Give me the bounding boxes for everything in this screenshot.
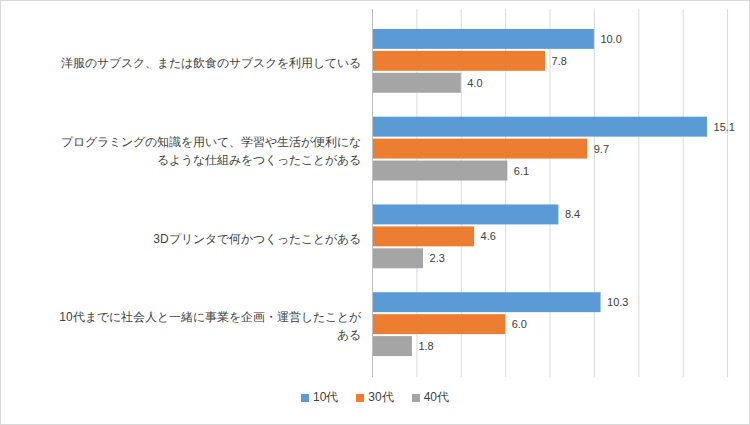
- svg-text:1.8: 1.8: [418, 340, 433, 352]
- svg-text:15.1: 15.1: [714, 121, 735, 133]
- html-text:10代: 10代: [313, 390, 339, 404]
- svg-text:9.7: 9.7: [594, 143, 609, 155]
- svg-text:4.6: 4.6: [481, 230, 496, 242]
- svg-text:3Dプリンタで何かつくったことがある: 3Dプリンタで何かつくったことがある: [153, 232, 360, 246]
- svg-text:2.3: 2.3: [430, 252, 445, 264]
- svg-text:8.4: 8.4: [565, 208, 580, 220]
- svg-text:6.0: 6.0: [512, 318, 527, 330]
- svg-text:4.0: 4.0: [467, 77, 482, 89]
- svg-text:洋服のサブスク、または飲食のサブスクを利用している: 洋服のサブスク、または飲食のサブスクを利用している: [61, 56, 361, 70]
- html-text:40代: 40代: [423, 390, 449, 404]
- svg-text:プログラミングの知識を用いて、学習や生活が便利になるような仕: プログラミングの知識を用いて、学習や生活が便利になるような仕組みをつくったことが…: [61, 135, 361, 167]
- svg-text:10.3: 10.3: [607, 296, 628, 308]
- svg-text:10代までに社会人と一緒に事業を企画・運営したことがある: 10代までに社会人と一緒に事業を企画・運営したことがある: [59, 310, 361, 342]
- svg-text:6.1: 6.1: [514, 165, 529, 177]
- html-text:30代: 30代: [368, 390, 394, 404]
- svg-text:10.0: 10.0: [600, 33, 621, 45]
- svg-text:7.8: 7.8: [552, 55, 567, 67]
